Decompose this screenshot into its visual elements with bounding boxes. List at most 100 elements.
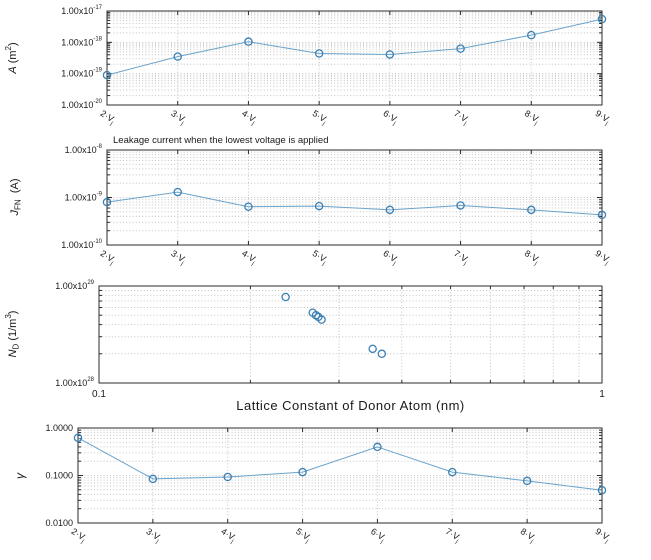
data-point-marker: [102, 70, 112, 80]
svg-text:1.00x1028: 1.00x1028: [55, 377, 94, 388]
svg-text:6·Vj: 6·Vj: [380, 108, 400, 127]
data-point-marker: [102, 197, 112, 207]
data-series: [102, 14, 607, 80]
svg-text:2·Vj: 2·Vj: [97, 108, 117, 127]
data-point-marker: [311, 310, 321, 320]
data-point-marker: [597, 210, 607, 220]
data-point-marker: [456, 201, 465, 210]
y-tick-labels: 1.00x10-17 1.00x10-18 1.00x10-19 1.00x10-20: [61, 5, 102, 110]
svg-text:1.00x1029: 1.00x1029: [55, 280, 94, 291]
svg-text:8·Vj: 8·Vj: [517, 526, 537, 545]
svg-text:6·Vj: 6·Vj: [368, 526, 388, 545]
svg-text:1.00x10-9: 1.00x10-9: [65, 192, 103, 203]
jfn-chart-title: Leakage current when the lowest voltage …: [113, 135, 329, 146]
tick-marks: [98, 286, 603, 383]
svg-text:9·Vj: 9·Vj: [592, 248, 612, 267]
svg-text:1.00x10-17: 1.00x10-17: [61, 5, 102, 16]
svg-text:3·Vj: 3·Vj: [143, 526, 163, 545]
chart-jfn: 1.00x10-8 1.00x10-9 1.00x10-102·Vj 3·Vj 4·Vj…: [9, 144, 612, 267]
data-point-marker: [317, 315, 326, 324]
y-axis-label: γ: [13, 472, 27, 479]
nd-xaxis-label: Lattice Constant of Donor Atom (nm): [236, 398, 465, 413]
svg-text:4·Vj: 4·Vj: [218, 526, 238, 545]
svg-text:0.1: 0.1: [92, 389, 106, 400]
svg-text:1.00x10-20: 1.00x10-20: [61, 99, 102, 110]
svg-text:4·Vj: 4·Vj: [239, 108, 259, 127]
svg-text:9·Vj: 9·Vj: [592, 526, 612, 545]
chart-a: 1.00x10-17 1.00x10-18 1.00x10-19 1.00x10-20…: [4, 5, 612, 127]
data-point-marker: [298, 467, 307, 477]
y-axis-label: ND (1/m3): [4, 311, 21, 358]
svg-text:9·Vj: 9·Vj: [592, 108, 612, 127]
data-point-marker: [173, 52, 182, 61]
data-series: [281, 292, 387, 359]
y-tick-labels: 1.0000 0.1000 0.0100: [45, 423, 73, 528]
data-point-marker: [244, 202, 253, 211]
data-point-marker: [597, 14, 607, 24]
y-tick-labels: 1.00x1029 1.00x1028: [55, 280, 94, 388]
y-axis-label: JFN (A): [9, 179, 23, 217]
grid-lines: [78, 428, 602, 523]
svg-text:5·Vj: 5·Vj: [309, 108, 329, 127]
svg-text:8·Vj: 8·Vj: [522, 108, 542, 127]
data-point-marker: [385, 205, 395, 215]
svg-text:5·Vj: 5·Vj: [309, 248, 329, 267]
data-point-marker: [456, 44, 465, 53]
data-point-marker: [314, 201, 324, 211]
svg-text:1.00x10-10: 1.00x10-10: [61, 239, 102, 250]
data-point-marker: [522, 476, 532, 486]
data-point-marker: [373, 442, 382, 452]
data-point-marker: [377, 349, 387, 359]
y-axis-label: A (m2): [4, 42, 19, 74]
y-tick-labels: 1.00x10-8 1.00x10-9 1.00x10-10: [61, 144, 102, 250]
data-point-marker: [368, 344, 377, 354]
data-point-marker: [527, 205, 536, 215]
x-tick-labels: 0.1 1: [92, 389, 605, 400]
svg-text:6·Vj: 6·Vj: [380, 248, 400, 267]
data-point-marker: [244, 37, 253, 46]
data-point-marker: [281, 292, 290, 302]
x-tick-labels: 2·Vj 3·Vj 4·Vj 5·Vj 6·Vj 7·Vj 8·Vj 9·Vj: [68, 526, 612, 545]
svg-text:0.1000: 0.1000: [45, 471, 73, 481]
data-point-marker: [385, 50, 395, 59]
svg-text:7·Vj: 7·Vj: [451, 248, 471, 267]
data-series: [73, 433, 607, 495]
svg-text:1.00x10-18: 1.00x10-18: [61, 36, 102, 47]
data-point-marker: [527, 30, 536, 40]
svg-text:1: 1: [599, 389, 605, 400]
svg-text:1.0000: 1.0000: [45, 423, 73, 433]
svg-text:1.00x10-19: 1.00x10-19: [61, 68, 102, 79]
svg-text:3·Vj: 3·Vj: [168, 248, 188, 267]
plot-border: [98, 285, 603, 384]
series-line: [77, 437, 603, 491]
svg-text:2·Vj: 2·Vj: [68, 526, 88, 545]
data-point-marker: [173, 187, 182, 197]
svg-text:8·Vj: 8·Vj: [522, 248, 542, 267]
series-line: [106, 191, 603, 216]
x-tick-labels: 2·Vj 3·Vj 4·Vj 5·Vj 6·Vj 7·Vj 8·Vj 9·Vj: [97, 108, 612, 127]
data-point-marker: [73, 433, 83, 443]
data-point-marker: [448, 467, 457, 477]
svg-text:1.00x10-8: 1.00x10-8: [65, 144, 103, 155]
svg-text:4·Vj: 4·Vj: [239, 248, 259, 267]
data-point-marker: [148, 474, 158, 484]
data-point-marker: [597, 485, 607, 495]
x-tick-labels: 2·Vj 3·Vj 4·Vj 5·Vj 6·Vj 7·Vj 8·Vj 9·Vj: [97, 248, 612, 267]
svg-text:3·Vj: 3·Vj: [168, 108, 188, 127]
svg-text:5·Vj: 5·Vj: [293, 526, 313, 545]
data-point-marker: [314, 49, 324, 58]
grid-lines: [99, 286, 602, 383]
data-series: [102, 187, 607, 220]
data-point-marker: [223, 472, 232, 482]
svg-text:7·Vj: 7·Vj: [451, 108, 471, 127]
grid-lines: [107, 150, 602, 245]
svg-text:7·Vj: 7·Vj: [443, 526, 463, 545]
svg-text:2·Vj: 2·Vj: [97, 248, 117, 267]
series-line: [106, 18, 603, 76]
plot-border: [106, 10, 603, 106]
svg-text:0.0100: 0.0100: [45, 518, 73, 528]
